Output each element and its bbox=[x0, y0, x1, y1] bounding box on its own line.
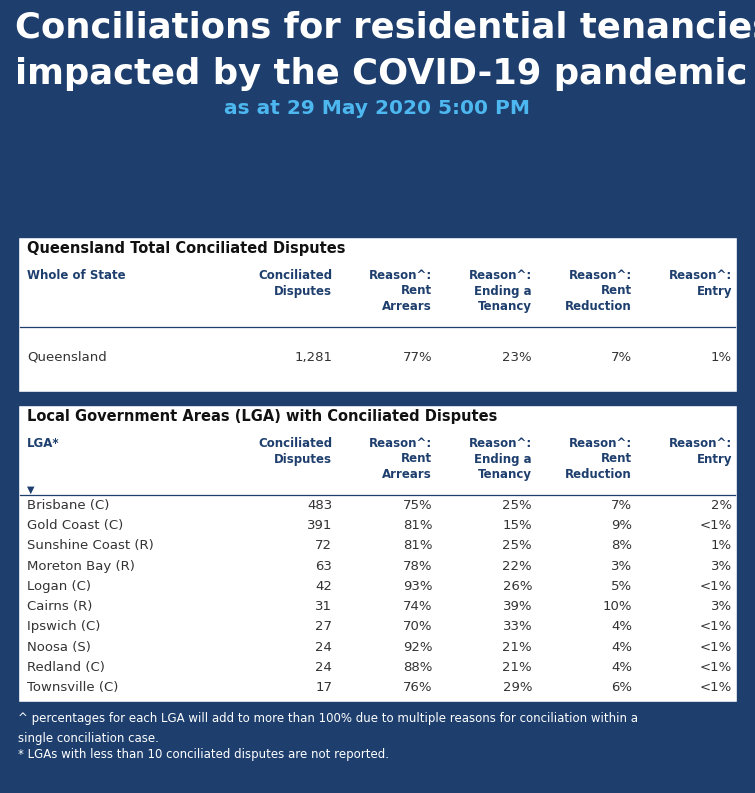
Text: 74%: 74% bbox=[402, 600, 432, 613]
Text: 5%: 5% bbox=[611, 580, 632, 593]
Text: <1%: <1% bbox=[700, 580, 732, 593]
Text: 81%: 81% bbox=[402, 519, 432, 532]
Text: ^ percentages for each LGA will add to more than 100% due to multiple reasons fo: ^ percentages for each LGA will add to m… bbox=[18, 712, 638, 745]
Text: Redland (C): Redland (C) bbox=[27, 661, 105, 674]
Text: 25%: 25% bbox=[503, 499, 532, 511]
Text: Reason^:
Ending a
Tenancy: Reason^: Ending a Tenancy bbox=[469, 269, 532, 313]
Text: 23%: 23% bbox=[503, 351, 532, 364]
Text: as at 29 May 2020 5:00 PM: as at 29 May 2020 5:00 PM bbox=[224, 99, 530, 118]
Text: Reason^:
Rent
Arrears: Reason^: Rent Arrears bbox=[369, 437, 432, 481]
Text: 1,281: 1,281 bbox=[294, 351, 332, 364]
Text: Ipswich (C): Ipswich (C) bbox=[27, 620, 100, 634]
Text: 76%: 76% bbox=[402, 681, 432, 695]
Text: 93%: 93% bbox=[402, 580, 432, 593]
Text: 63: 63 bbox=[316, 560, 332, 573]
Text: Reason^:
Entry: Reason^: Entry bbox=[669, 269, 732, 297]
Text: 10%: 10% bbox=[602, 600, 632, 613]
Text: 3%: 3% bbox=[611, 560, 632, 573]
Text: <1%: <1% bbox=[700, 641, 732, 653]
Text: 7%: 7% bbox=[611, 499, 632, 511]
Text: 3%: 3% bbox=[711, 600, 732, 613]
FancyBboxPatch shape bbox=[18, 405, 737, 702]
Text: 26%: 26% bbox=[503, 580, 532, 593]
Text: 4%: 4% bbox=[611, 620, 632, 634]
Text: Reason^:
Rent
Reduction: Reason^: Rent Reduction bbox=[565, 437, 632, 481]
Text: Conciliated
Disputes: Conciliated Disputes bbox=[258, 269, 332, 297]
Text: 88%: 88% bbox=[403, 661, 432, 674]
Text: 4%: 4% bbox=[611, 641, 632, 653]
Text: 29%: 29% bbox=[503, 681, 532, 695]
Text: <1%: <1% bbox=[700, 519, 732, 532]
Text: 15%: 15% bbox=[503, 519, 532, 532]
Text: 2%: 2% bbox=[711, 499, 732, 511]
Text: Whole of State: Whole of State bbox=[27, 269, 125, 282]
Text: Reason^:
Ending a
Tenancy: Reason^: Ending a Tenancy bbox=[469, 437, 532, 481]
Text: Sunshine Coast (R): Sunshine Coast (R) bbox=[27, 539, 154, 552]
Text: 24: 24 bbox=[316, 661, 332, 674]
Text: Local Government Areas (LGA) with Conciliated Disputes: Local Government Areas (LGA) with Concil… bbox=[27, 409, 498, 424]
Text: 22%: 22% bbox=[503, 560, 532, 573]
Text: Townsville (C): Townsville (C) bbox=[27, 681, 119, 695]
Text: 31: 31 bbox=[316, 600, 332, 613]
Text: 391: 391 bbox=[307, 519, 332, 532]
Text: <1%: <1% bbox=[700, 620, 732, 634]
Text: 483: 483 bbox=[307, 499, 332, 511]
Text: Noosa (S): Noosa (S) bbox=[27, 641, 91, 653]
Text: Reason^:
Rent
Reduction: Reason^: Rent Reduction bbox=[565, 269, 632, 313]
Text: 3%: 3% bbox=[711, 560, 732, 573]
Text: 81%: 81% bbox=[402, 539, 432, 552]
Text: Conciliated
Disputes: Conciliated Disputes bbox=[258, 437, 332, 465]
Text: Reason^:
Rent
Arrears: Reason^: Rent Arrears bbox=[369, 269, 432, 313]
Text: 77%: 77% bbox=[402, 351, 432, 364]
Text: Conciliations for residential tenancies: Conciliations for residential tenancies bbox=[15, 10, 755, 44]
Text: impacted by the COVID-19 pandemic: impacted by the COVID-19 pandemic bbox=[15, 57, 747, 91]
Text: * LGAs with less than 10 conciliated disputes are not reported.: * LGAs with less than 10 conciliated dis… bbox=[18, 748, 389, 761]
Text: <1%: <1% bbox=[700, 681, 732, 695]
Text: <1%: <1% bbox=[700, 661, 732, 674]
Text: 21%: 21% bbox=[503, 661, 532, 674]
Text: Queensland Total Conciliated Disputes: Queensland Total Conciliated Disputes bbox=[27, 241, 346, 256]
Text: 33%: 33% bbox=[503, 620, 532, 634]
Text: 1%: 1% bbox=[711, 351, 732, 364]
Text: 75%: 75% bbox=[402, 499, 432, 511]
Text: 78%: 78% bbox=[402, 560, 432, 573]
Text: 9%: 9% bbox=[611, 519, 632, 532]
Text: 7%: 7% bbox=[611, 351, 632, 364]
Text: 21%: 21% bbox=[503, 641, 532, 653]
Text: ▼: ▼ bbox=[27, 485, 35, 495]
Text: 92%: 92% bbox=[402, 641, 432, 653]
Text: 17: 17 bbox=[316, 681, 332, 695]
Text: LGA*: LGA* bbox=[27, 437, 60, 450]
Text: 25%: 25% bbox=[503, 539, 532, 552]
Text: Gold Coast (C): Gold Coast (C) bbox=[27, 519, 123, 532]
Text: 6%: 6% bbox=[611, 681, 632, 695]
Text: 4%: 4% bbox=[611, 661, 632, 674]
Text: 27: 27 bbox=[316, 620, 332, 634]
Text: Moreton Bay (R): Moreton Bay (R) bbox=[27, 560, 135, 573]
Text: Queensland: Queensland bbox=[27, 351, 106, 364]
Text: 42: 42 bbox=[316, 580, 332, 593]
Text: Cairns (R): Cairns (R) bbox=[27, 600, 92, 613]
FancyBboxPatch shape bbox=[18, 237, 737, 392]
Text: 39%: 39% bbox=[503, 600, 532, 613]
Text: Reason^:
Entry: Reason^: Entry bbox=[669, 437, 732, 465]
Text: 72: 72 bbox=[316, 539, 332, 552]
Text: 70%: 70% bbox=[402, 620, 432, 634]
Text: Brisbane (C): Brisbane (C) bbox=[27, 499, 109, 511]
Text: 8%: 8% bbox=[611, 539, 632, 552]
Text: 1%: 1% bbox=[711, 539, 732, 552]
Text: Logan (C): Logan (C) bbox=[27, 580, 91, 593]
Text: 24: 24 bbox=[316, 641, 332, 653]
